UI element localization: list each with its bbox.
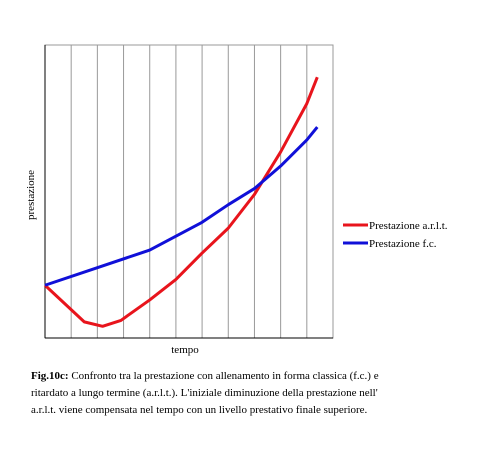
y-axis-label: prestazione <box>25 170 37 220</box>
plot-frame <box>44 44 334 339</box>
x-axis-label: tempo <box>171 344 199 356</box>
caption-label: Fig.10c: <box>31 370 69 382</box>
data-line <box>43 76 319 328</box>
data-line <box>44 126 319 287</box>
caption: Fig.10c: Confronto tra la prestazione co… <box>31 368 391 419</box>
legend-label: Prestazione f.c. <box>369 238 437 250</box>
caption-text: Confronto tra la prestazione con allenam… <box>31 370 379 416</box>
legend-label: Prestazione a.r.l.t. <box>369 220 448 232</box>
